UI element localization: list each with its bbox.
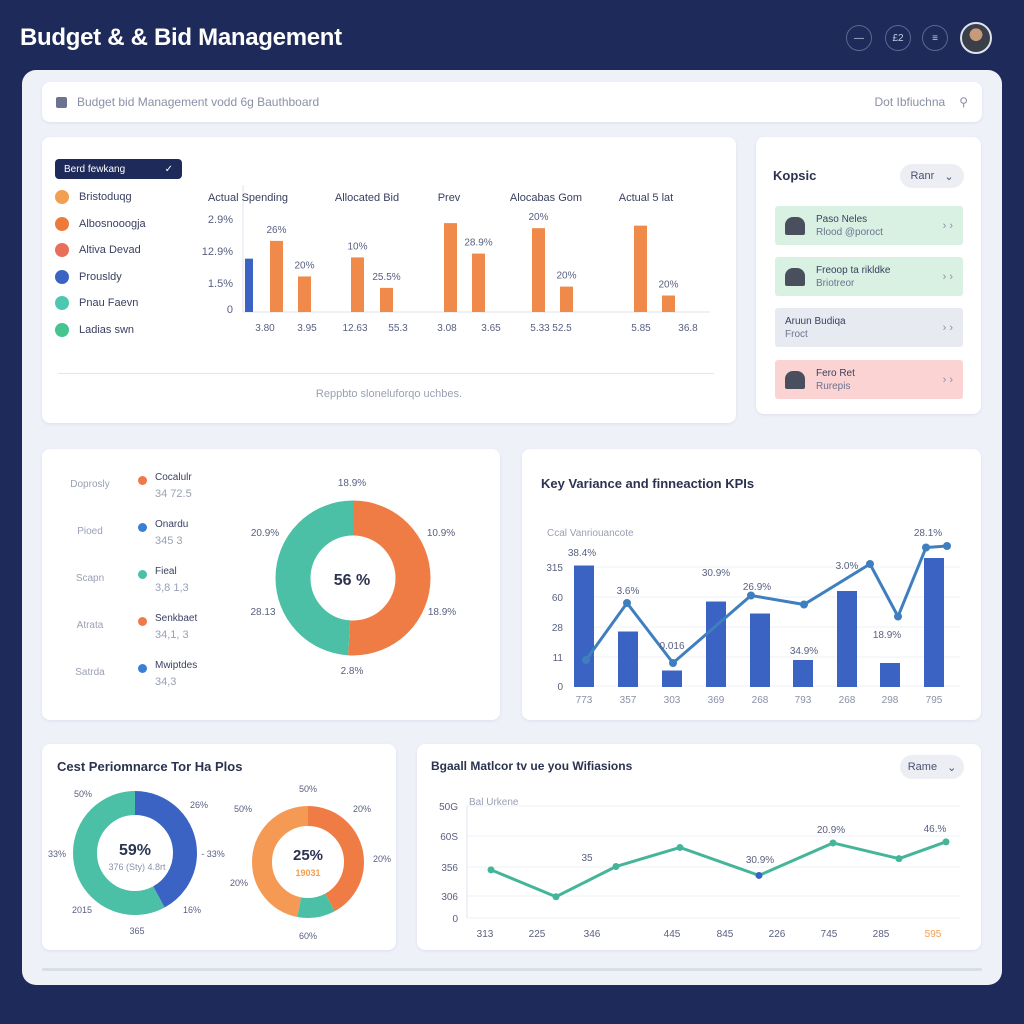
legend-label: Albosnooogja — [79, 217, 146, 230]
legend-label: Bristoduqg — [79, 191, 132, 204]
legend-dot — [55, 322, 69, 337]
footer-note: Reppbto sloneluforqo uchbes. — [315, 388, 463, 400]
legend-label: Pnau Faevn — [79, 297, 139, 310]
tasks-title: Kopsic — [773, 168, 817, 183]
legend-dot — [55, 296, 69, 311]
legend-dot — [138, 523, 147, 532]
legend-dot — [55, 269, 69, 284]
legend-item[interactable]: Atrata Senkbaet 34,1, 3 — [60, 613, 235, 660]
avatar[interactable] — [960, 22, 992, 54]
legend-item[interactable]: Prousldy — [55, 264, 146, 291]
chevron-right-icon[interactable]: › › — [942, 373, 953, 386]
task-subtitle: Rlood @poroct — [816, 226, 883, 238]
utilization-filter[interactable]: Rame ⌄ — [900, 755, 964, 779]
minus-icon[interactable]: — — [846, 25, 872, 51]
bid-chart-card — [42, 137, 736, 423]
legend-item[interactable]: Pioed Onardu 345 3 — [60, 519, 235, 566]
legend-dot — [138, 476, 147, 485]
allocation-legend: Doprosly Cocalulr 34 72.5 Pioed Onardu 345 3 S… — [60, 472, 235, 707]
chevron-right-icon[interactable]: › › — [942, 321, 953, 334]
legend-dot — [55, 190, 69, 205]
chevron-right-icon[interactable]: › › — [942, 270, 953, 283]
legend-dot — [138, 570, 147, 579]
dashboard-icon — [56, 96, 67, 108]
legend-label: Ladias swn — [79, 323, 135, 336]
legend-item[interactable]: Albosnooogja — [55, 211, 146, 238]
user-icon[interactable]: ⚲ — [959, 95, 968, 109]
chevron-down-icon: ⌄ — [944, 170, 954, 183]
notification-icon[interactable]: £2 — [885, 25, 911, 51]
legend-item[interactable]: Bristoduqg — [55, 184, 146, 211]
user-icon — [785, 216, 805, 235]
legend-item[interactable]: Doprosly Cocalulr 34 72.5 — [60, 472, 235, 519]
legend-name: Onardu — [155, 519, 189, 530]
legend-category: Pioed — [77, 526, 103, 537]
app-title: Budget & & Bid Management — [20, 24, 342, 51]
legend-value: 345 3 — [155, 535, 183, 547]
breadcrumb: Budget bid Management vodd 6g Bauthboard… — [42, 82, 982, 122]
task-item[interactable]: Fero Ret Rurepis › › — [775, 360, 963, 399]
task-subtitle: Froct — [785, 328, 808, 340]
legend-category: Scapn — [75, 573, 105, 584]
task-subtitle: Rurepis — [816, 380, 851, 392]
legend-item[interactable]: Pnau Faevn — [55, 290, 146, 317]
legend-category: Satrda — [75, 667, 105, 678]
task-title: Fero Ret — [816, 367, 855, 379]
task-item[interactable]: Freoop ta rikldke Briotreor › › — [775, 257, 963, 296]
cost-card — [42, 744, 396, 950]
briefcase-icon — [785, 267, 805, 286]
legend-category: Atrata — [76, 620, 104, 631]
legend-value: 34,3 — [155, 676, 177, 688]
legend-name: Cocalulr — [155, 472, 192, 483]
legend-value: 34 72.5 — [155, 488, 192, 500]
legend-label: Prousldy — [79, 270, 122, 283]
utilization-card — [417, 744, 981, 950]
task-subtitle: Briotreor — [816, 277, 855, 289]
legend-item[interactable]: Satrda Mwiptdes 34,3 — [60, 660, 235, 707]
legend-category: Doprosly — [70, 479, 110, 490]
legend-item[interactable]: Scapn Fieal 3,8 1,3 — [60, 566, 235, 613]
chevron-down-icon: ⌄ — [947, 761, 957, 774]
legend-name: Senkbaet — [155, 613, 198, 624]
legend-item[interactable]: Altiva Devad — [55, 237, 146, 264]
legend-item[interactable]: Ladias swn — [55, 317, 146, 344]
check-icon: ✓ — [164, 163, 173, 175]
utilization-title: Bgaall Matlcor tv ue you Wifiasions — [431, 759, 633, 773]
settings-icon[interactable]: ≡ — [922, 25, 948, 51]
task-item[interactable]: Aruun Budiqa Froct › › — [775, 308, 963, 347]
legend-value: 3,8 1,3 — [155, 582, 189, 594]
legend-dot — [138, 617, 147, 626]
legend-dot — [138, 664, 147, 673]
legend-name: Fieal — [155, 566, 177, 577]
bid-dropdown[interactable]: Berd fewkang ✓ — [55, 159, 182, 179]
bid-dropdown-label: Berd fewkang — [64, 163, 126, 175]
horizontal-scrollbar[interactable] — [42, 968, 982, 971]
task-title: Paso Neles — [816, 213, 868, 225]
utilization-filter-label: Rame — [907, 761, 938, 773]
task-item[interactable]: Paso Neles Rlood @poroct › › — [775, 206, 963, 245]
legend-name: Mwiptdes — [155, 660, 198, 671]
bid-legend: Bristoduqg Albosnooogja Altiva Devad Prousl… — [55, 184, 146, 343]
tasks-filter-label: Ranr — [910, 170, 935, 182]
tasks-filter[interactable]: Ranr ⌄ — [900, 164, 964, 188]
cost-title: Cest Periomnarce Tor Ha Plos — [57, 759, 243, 774]
legend-label: Altiva Devad — [79, 244, 141, 257]
chevron-right-icon[interactable]: › › — [942, 219, 953, 232]
breadcrumb-text[interactable]: Budget bid Management vodd 6g Bauthboard — [77, 95, 320, 109]
legend-value: 34,1, 3 — [155, 629, 189, 641]
breadcrumb-right-link[interactable]: Dot Ibfiuchna — [874, 95, 946, 109]
utilization-subtitle: Bal Urkene — [469, 797, 519, 808]
legend-dot — [55, 243, 69, 258]
divider — [58, 373, 714, 374]
kpi-subtitle: Ccal Vanriouancote — [547, 528, 634, 539]
kpi-title: Key Variance and finneaction KPIs — [541, 476, 755, 491]
task-title: Aruun Budiqa — [785, 315, 846, 327]
task-title: Freoop ta rikldke — [816, 264, 891, 276]
user-icon — [785, 370, 805, 389]
legend-dot — [55, 216, 69, 231]
